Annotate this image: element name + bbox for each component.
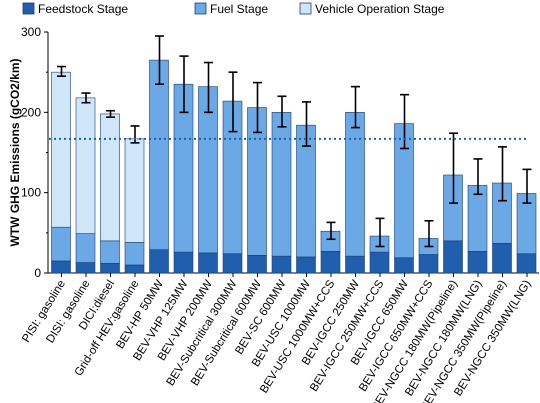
legend-swatch: [299, 2, 312, 15]
bar-segment: [394, 257, 414, 274]
bar-segment: [443, 240, 463, 274]
bar-segment: [124, 264, 145, 274]
legend-swatch: [22, 2, 35, 15]
bar-segment: [124, 242, 145, 266]
bar-segment: [492, 242, 512, 274]
bar-segment: [149, 249, 169, 274]
bar-segment: [271, 255, 292, 274]
bar-segment: [345, 112, 365, 257]
y-tick-label: 100: [21, 186, 41, 200]
bar-segment: [198, 252, 218, 274]
bar-segment: [100, 263, 120, 274]
bar-segment: [467, 251, 488, 274]
legend-label: Vehicle Operation Stage: [315, 2, 445, 16]
bar-segment: [51, 71, 71, 228]
bar-segment: [296, 256, 316, 274]
bar-segment: [418, 254, 439, 274]
legend-label: Fuel Stage: [210, 2, 268, 16]
legend-swatch: [194, 2, 207, 15]
bar-segment: [75, 233, 96, 263]
bar-segment: [51, 260, 71, 274]
bar-segment: [516, 253, 537, 274]
y-axis-label: WTW GHG Emissions (gCO2/km): [8, 58, 22, 246]
y-tick-label: 0: [34, 266, 41, 280]
bar-segment: [100, 113, 120, 242]
bar-segment: [173, 251, 194, 274]
legend-label: Feedstock Stage: [38, 2, 128, 16]
bar-segment: [222, 253, 243, 274]
bar-segment: [320, 251, 341, 274]
y-tick-label: 200: [21, 105, 41, 119]
bar-segment: [75, 262, 96, 274]
bar-segment: [247, 255, 267, 274]
bar-segment: [345, 255, 365, 274]
bar-segment: [467, 185, 488, 252]
bar-segment: [100, 240, 120, 264]
bar-segment: [149, 59, 169, 251]
y-tick-label: 300: [21, 25, 41, 39]
bar-segment: [369, 251, 390, 274]
bar-segment: [124, 138, 145, 243]
bar-segment: [271, 112, 292, 257]
bar-segment: [51, 226, 71, 262]
bar-segment: [75, 97, 96, 234]
